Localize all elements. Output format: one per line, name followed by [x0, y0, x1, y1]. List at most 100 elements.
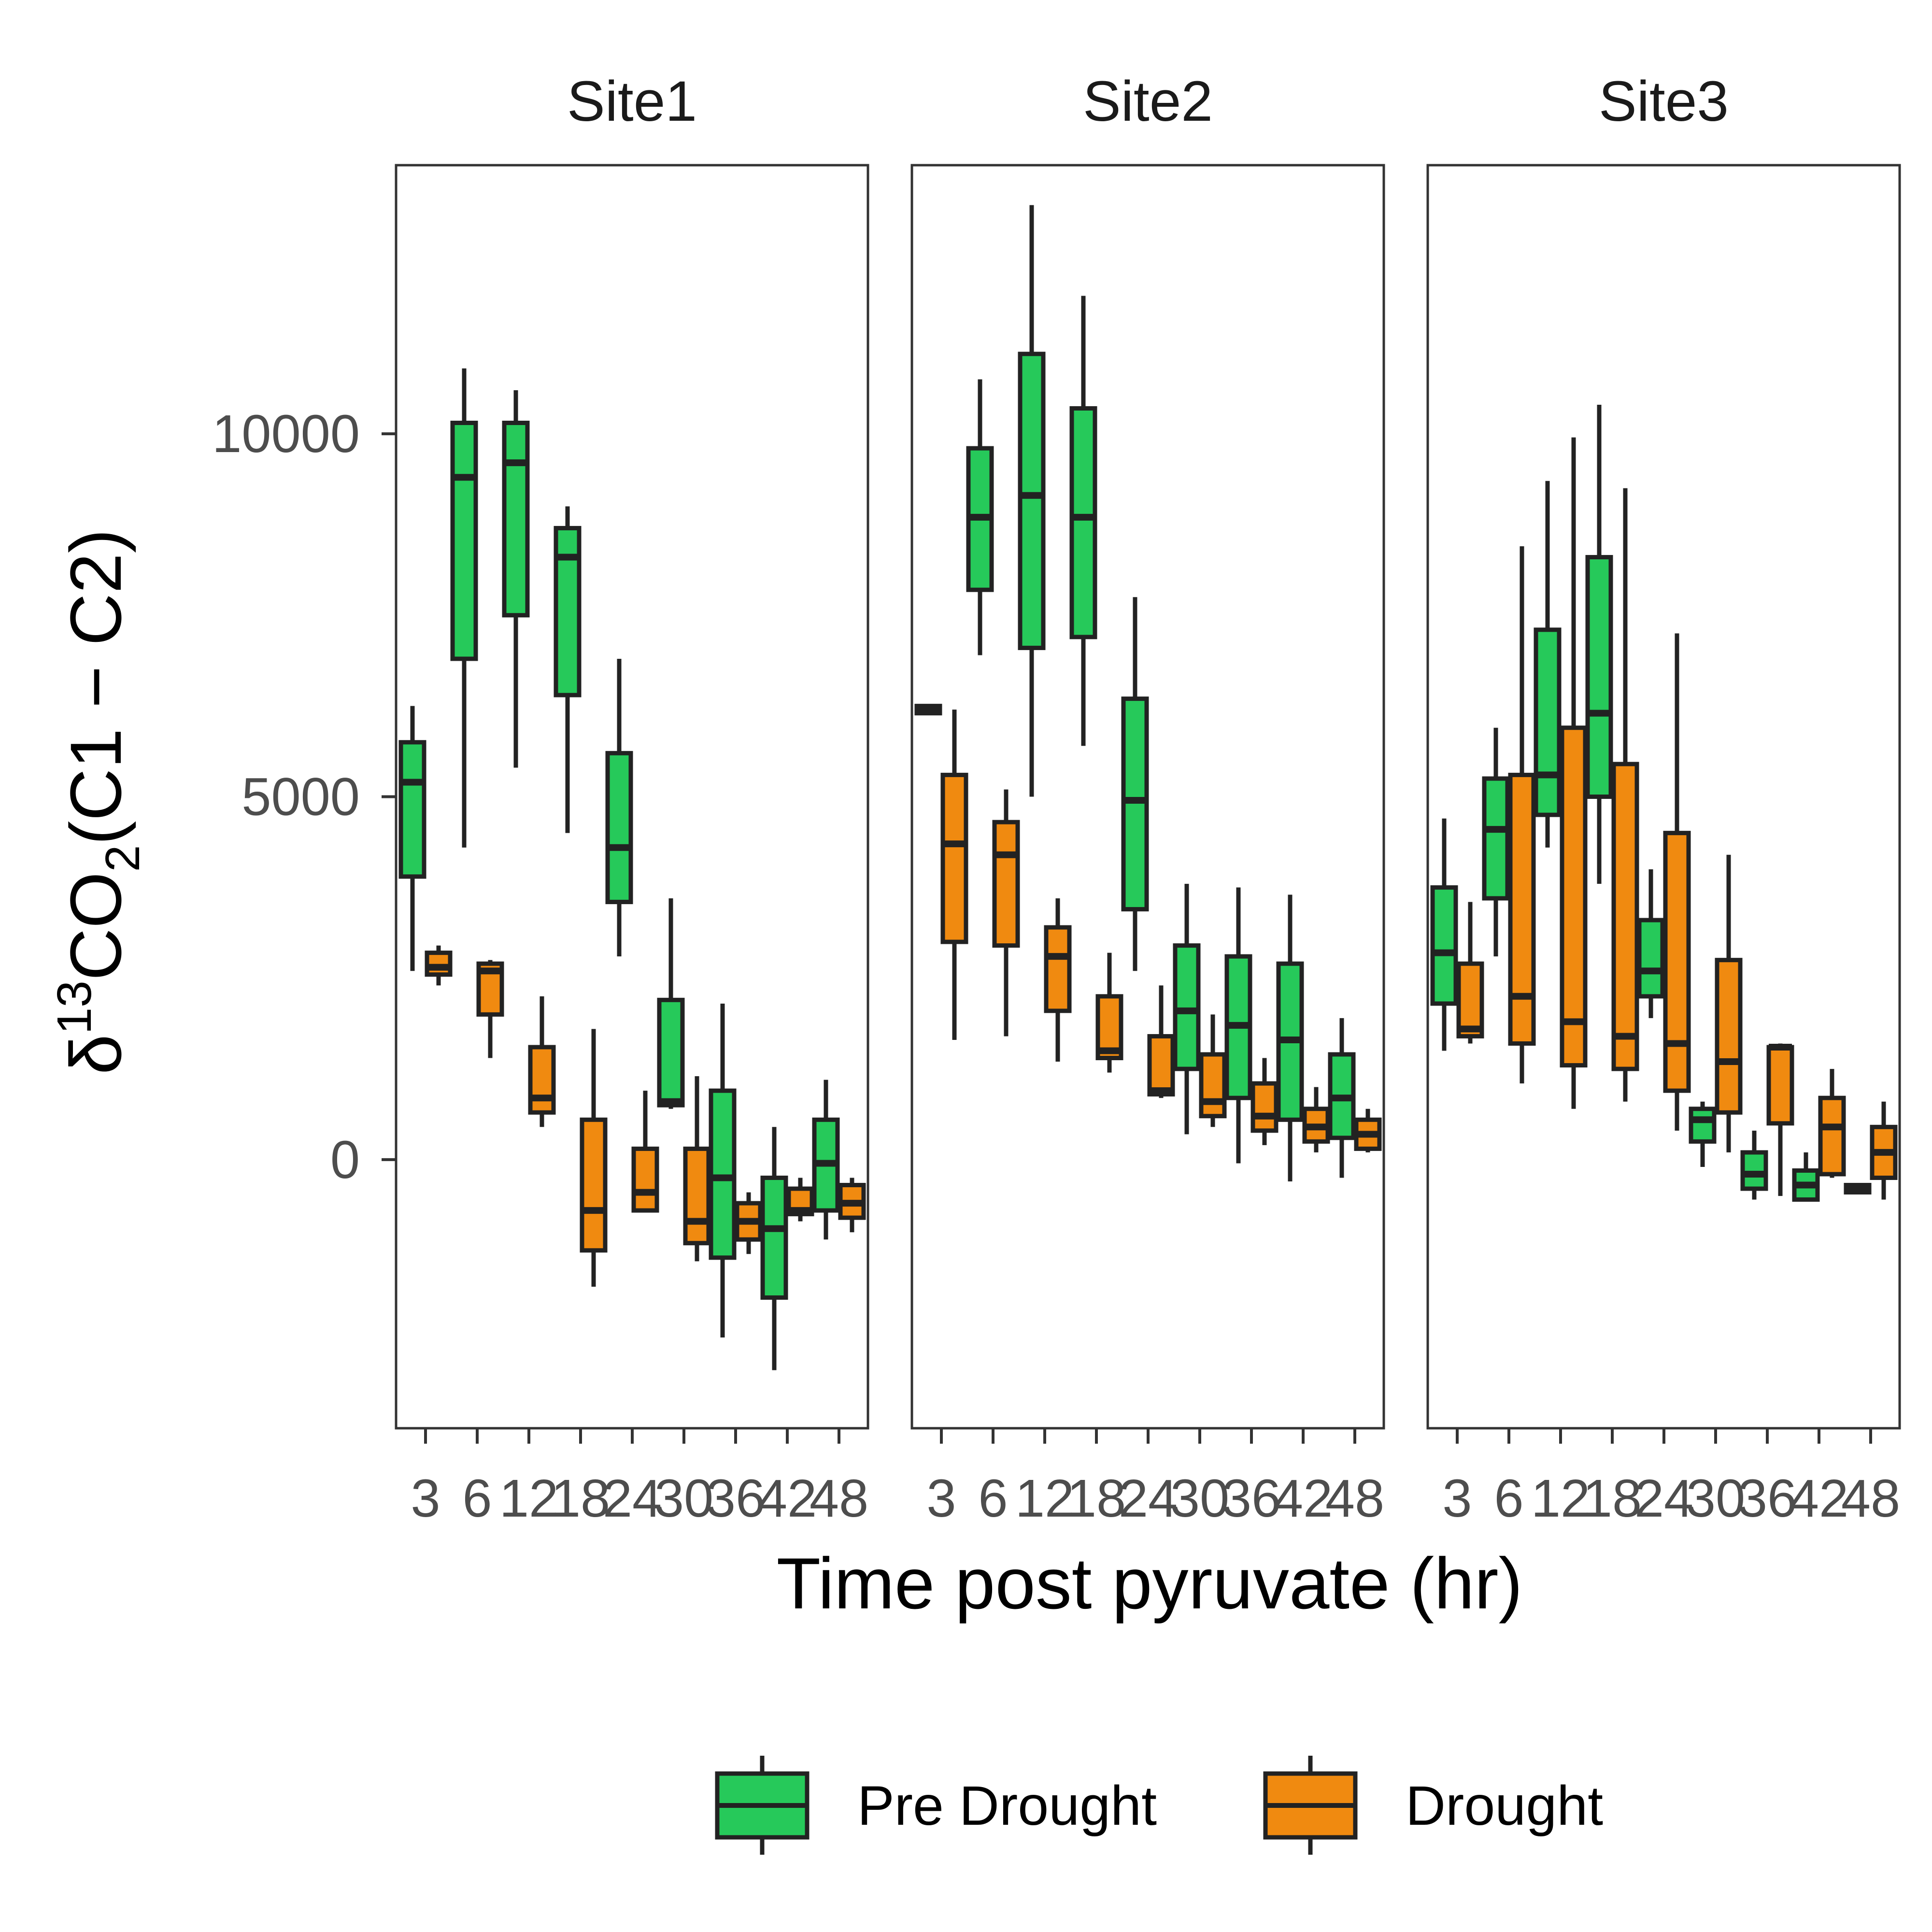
- box-drought-18h: [580, 1029, 608, 1287]
- box-pre-drought-48h: [1844, 1183, 1872, 1195]
- y-axis-title-delta: δ: [55, 1034, 136, 1075]
- box-body: [1766, 1045, 1794, 1126]
- box-body: [450, 421, 478, 661]
- y-axis-title-subscript: 2: [96, 845, 150, 872]
- x-tick-label: 6: [978, 1469, 1008, 1528]
- box-drought-36h: [735, 1192, 763, 1254]
- x-tick-label: 12: [1531, 1469, 1590, 1528]
- box-body: [580, 1117, 608, 1253]
- x-tick-label: 6: [1494, 1469, 1523, 1528]
- x-tick-label: 36: [706, 1469, 765, 1528]
- box-body: [1456, 961, 1484, 1038]
- box-body: [1482, 776, 1510, 901]
- x-tick-label: 3: [1442, 1469, 1472, 1528]
- box-drought-24h: [1663, 633, 1691, 1131]
- y-axis: 0 5000 10000: [212, 404, 396, 1190]
- box-drought-12h: [528, 996, 556, 1127]
- x-tick-label: 24: [1119, 1469, 1178, 1528]
- legend-label: Drought: [1406, 1775, 1603, 1837]
- box-body: [1018, 352, 1046, 650]
- y-tick-label: 5000: [242, 767, 360, 827]
- box-body: [554, 526, 582, 697]
- box-body: [1740, 1150, 1768, 1191]
- box-drought-30h: [1715, 854, 1743, 1152]
- box-body: [1147, 1034, 1175, 1097]
- x-tick-label: 18: [1583, 1469, 1642, 1528]
- box-body: [1534, 627, 1562, 817]
- y-axis-title-co: CO: [55, 872, 136, 980]
- box-body: [1560, 725, 1588, 1068]
- box-drought-12h: [1560, 437, 1588, 1109]
- box-drought-24h: [631, 1091, 659, 1213]
- box-pre-drought-36h: [1224, 887, 1252, 1164]
- y-tick-label: 0: [330, 1130, 360, 1190]
- box-drought-30h: [1199, 1014, 1227, 1127]
- y-axis-title-superscript: 13: [47, 980, 101, 1034]
- box-pre-drought-12h: [1534, 481, 1562, 848]
- box-drought-18h: [1611, 488, 1639, 1102]
- box-pre-drought-12h: [1018, 205, 1046, 797]
- x-tick-label: 48: [810, 1469, 868, 1528]
- x-tick-label: 3: [411, 1469, 440, 1528]
- box-drought-42h: [786, 1178, 814, 1222]
- box-body: [1715, 958, 1743, 1115]
- box-pre-drought-42h: [760, 1127, 788, 1370]
- box-body: [683, 1146, 711, 1246]
- x-tick-label: 24: [603, 1469, 662, 1528]
- box-body: [1689, 1107, 1717, 1144]
- legend: Pre Drought Drought: [715, 1756, 1603, 1855]
- x-tick-label: 48: [1325, 1469, 1384, 1528]
- box-pre-drought-6h: [1482, 727, 1510, 957]
- x-tick-label: 42: [1274, 1469, 1333, 1528]
- box-drought-6h: [1508, 546, 1536, 1084]
- box-drought-36h: [1766, 1043, 1794, 1196]
- box-drought-3h: [425, 945, 453, 986]
- box-pre-drought-24h: [605, 658, 633, 957]
- box-body: [1637, 918, 1665, 999]
- box-pre-drought-18h: [1585, 404, 1613, 884]
- box-body: [631, 1146, 659, 1213]
- box-pre-drought-3h: [1430, 818, 1458, 1051]
- x-tick-label: 30: [654, 1469, 713, 1528]
- box-drought-3h: [1456, 902, 1484, 1044]
- svg-text:δ13CO2(C1 − C2): δ13CO2(C1 − C2): [47, 529, 150, 1075]
- box-drought-18h: [1095, 952, 1123, 1073]
- box-body: [709, 1088, 737, 1260]
- box-body: [1818, 1095, 1846, 1177]
- box-drought-36h: [1250, 1058, 1279, 1145]
- box-body: [760, 1176, 788, 1300]
- box-pre-drought-42h: [1276, 895, 1304, 1182]
- box-pre-drought-48h: [812, 1080, 840, 1240]
- box-drought-42h: [1818, 1069, 1846, 1178]
- box-drought-30h: [683, 1076, 711, 1262]
- x-tick-label: 30: [1170, 1469, 1229, 1528]
- box-drought-24h: [1147, 985, 1175, 1098]
- box-drought-48h: [838, 1178, 866, 1233]
- x-tick-label: 12: [1015, 1469, 1074, 1528]
- x-tick-label: 18: [1067, 1469, 1126, 1528]
- box-pre-drought-36h: [709, 1003, 737, 1338]
- x-tick-label: 42: [758, 1469, 817, 1528]
- box-body: [528, 1045, 556, 1115]
- x-axis-title: Time post pyruvate (hr): [777, 1543, 1523, 1624]
- box-pre-drought-18h: [1069, 296, 1097, 746]
- box-drought-12h: [1044, 898, 1072, 1062]
- box-drought-48h: [1870, 1101, 1898, 1200]
- box-body: [1173, 943, 1201, 1071]
- x-tick-label: 6: [462, 1469, 492, 1528]
- box-drought-3h: [940, 710, 968, 1040]
- box-drought-6h: [992, 789, 1020, 1037]
- box-pre-drought-12h: [502, 390, 530, 768]
- box-pre-drought-24h: [1637, 869, 1665, 1018]
- box-body: [1611, 762, 1639, 1071]
- box-pre-drought-18h: [554, 506, 582, 833]
- x-tick-label: 18: [551, 1469, 610, 1528]
- facet-label: Site3: [1599, 70, 1729, 133]
- x-tick-label: 36: [1222, 1469, 1281, 1528]
- box-pre-drought-30h: [1689, 1101, 1717, 1167]
- x-tick-label: 42: [1790, 1469, 1848, 1528]
- box-body: [1121, 696, 1149, 911]
